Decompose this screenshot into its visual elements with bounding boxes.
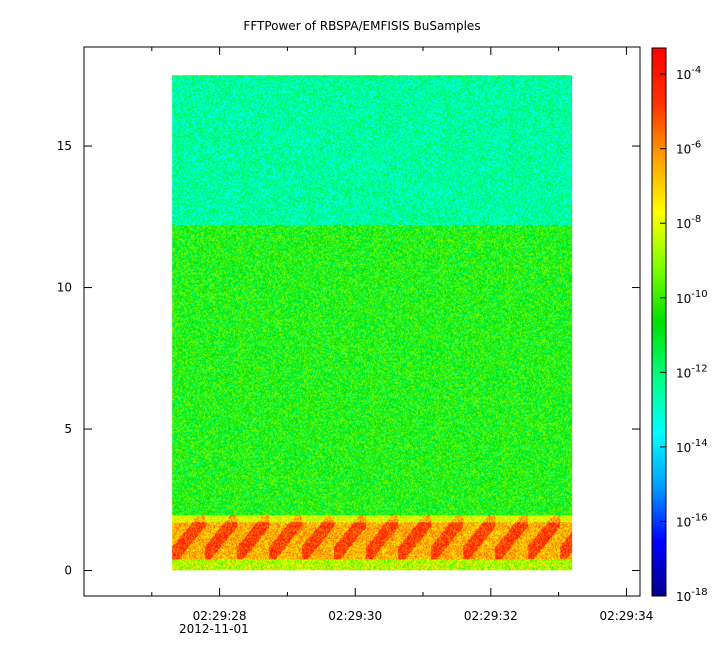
y-tick-label-0: 0 — [64, 564, 72, 578]
spectrogram-image — [172, 75, 573, 571]
y-axis: 0 5 10 15 — [57, 139, 640, 578]
y-tick-label-2: 10 — [57, 281, 72, 295]
x-tick-label-3: 02:29:34 — [599, 609, 653, 623]
colorbar-tick-label-1: 10-16 — [676, 512, 708, 529]
colorbar-tick-label-0: 10-18 — [676, 587, 708, 604]
colorbar-tick-label-7: 10-4 — [676, 65, 701, 82]
colorbar-tick-label-6: 10-6 — [676, 140, 701, 157]
x-axis: 02:29:28 02:29:30 02:29:32 02:29:34 — [151, 47, 653, 623]
colorbar-tick-label-3: 10-12 — [676, 363, 708, 380]
heatmap-layer — [172, 75, 573, 571]
x-tick-label-1: 02:29:30 — [328, 609, 382, 623]
y-tick-label-3: 15 — [57, 139, 72, 153]
y-tick-label-1: 5 — [64, 422, 72, 436]
colorbar-tick-label-4: 10-10 — [676, 289, 708, 306]
colorbar-axis: 10-18 10-16 10-14 10-12 10-10 10-8 10-6 10-4 — [660, 65, 708, 604]
x-date-label: 2012-11-01 — [179, 622, 249, 636]
x-tick-label-2: 02:29:32 — [464, 609, 518, 623]
colorbar-tick-label-2: 10-14 — [676, 438, 708, 455]
x-tick-label-0: 02:29:28 — [193, 609, 247, 623]
chart-title: FFTPower of RBSPA/EMFISIS BuSamples — [243, 19, 480, 33]
colorbar — [651, 47, 667, 597]
colorbar-tick-label-5: 10-8 — [676, 214, 701, 231]
